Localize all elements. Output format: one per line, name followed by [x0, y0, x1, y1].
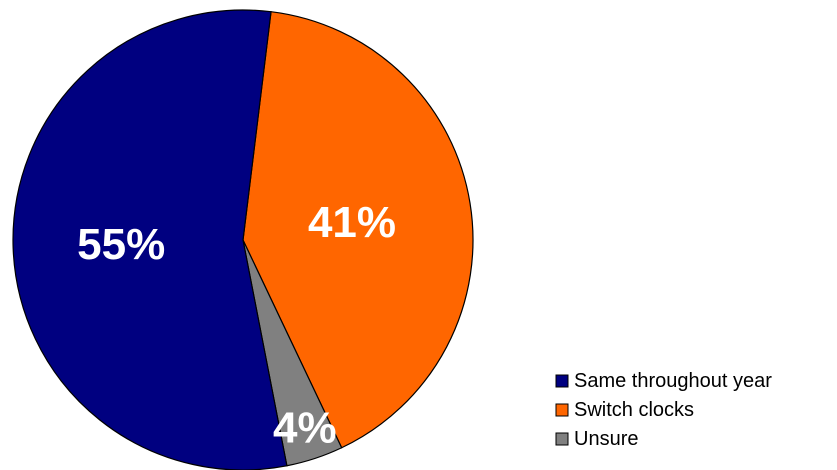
- legend-swatch-switch-clocks: [555, 403, 569, 417]
- data-label-unsure: 4%: [273, 403, 337, 452]
- pie-slices: [12, 9, 474, 470]
- legend-label-switch-clocks: Switch clocks: [574, 399, 694, 421]
- pie-labels: 41% 4% 55%: [77, 198, 396, 453]
- pie-slice-same-throughout-year: [12, 9, 288, 470]
- pie-slice-switch-clocks: [242, 11, 474, 449]
- legend-swatch-unsure: [555, 432, 569, 446]
- legend-label-same-throughout-year: Same throughout year: [574, 370, 772, 392]
- data-label-switch-clocks: 41%: [308, 198, 396, 247]
- legend-label-unsure: Unsure: [574, 428, 638, 450]
- legend-swatch-same-throughout-year: [555, 374, 569, 388]
- data-label-same-throughout-year: 55%: [77, 220, 165, 269]
- legend: Same throughout year Switch clocks Unsure: [555, 370, 772, 450]
